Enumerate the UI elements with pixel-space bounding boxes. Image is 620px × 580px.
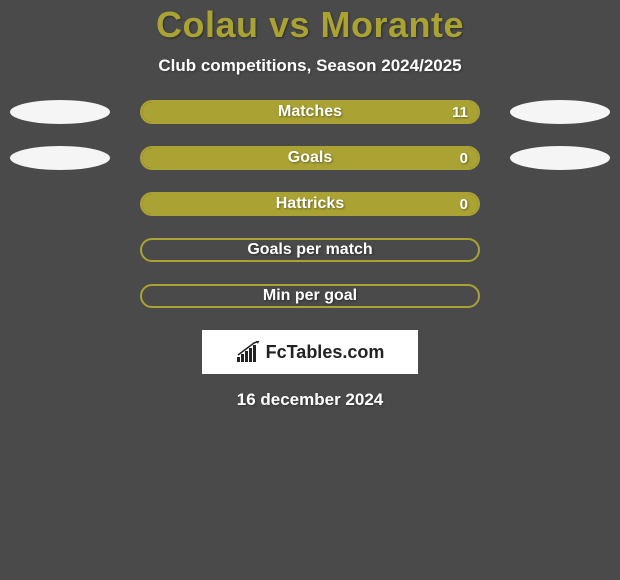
stat-bar-label: Goals per match <box>247 241 372 259</box>
stat-bar-label: Goals <box>288 149 332 167</box>
stat-row: Matches 11 <box>0 100 620 124</box>
right-marker <box>510 100 610 124</box>
stat-bar-label: Min per goal <box>263 287 357 305</box>
logo-text: FcTables.com <box>266 342 385 363</box>
page-subtitle: Club competitions, Season 2024/2025 <box>158 56 461 76</box>
stat-bar-value: 0 <box>460 196 468 213</box>
logo: FcTables.com <box>236 341 385 363</box>
stat-bar: Hattricks 0 <box>140 192 480 216</box>
stat-bar-value: 11 <box>452 104 468 121</box>
stat-bar-value: 0 <box>460 150 468 167</box>
stat-bar: Min per goal <box>140 284 480 308</box>
bars-icon <box>236 341 262 363</box>
stat-bar: Matches 11 <box>140 100 480 124</box>
stat-row: Goals 0 <box>0 146 620 170</box>
stat-row: Min per goal <box>0 284 620 308</box>
stat-bar-label: Hattricks <box>276 195 344 213</box>
stat-bar: Goals 0 <box>140 146 480 170</box>
left-marker <box>10 100 110 124</box>
page-title: Colau vs Morante <box>156 4 464 46</box>
stat-row: Goals per match <box>0 238 620 262</box>
page-root: Colau vs Morante Club competitions, Seas… <box>0 0 620 580</box>
date-text: 16 december 2024 <box>237 390 384 410</box>
logo-box: FcTables.com <box>202 330 418 374</box>
stat-row: Hattricks 0 <box>0 192 620 216</box>
stat-bar-label: Matches <box>278 103 342 121</box>
stat-rows: Matches 11 Goals 0 Hattricks 0 Goals per match… <box>0 100 620 308</box>
stat-bar: Goals per match <box>140 238 480 262</box>
right-marker <box>510 146 610 170</box>
left-marker <box>10 146 110 170</box>
